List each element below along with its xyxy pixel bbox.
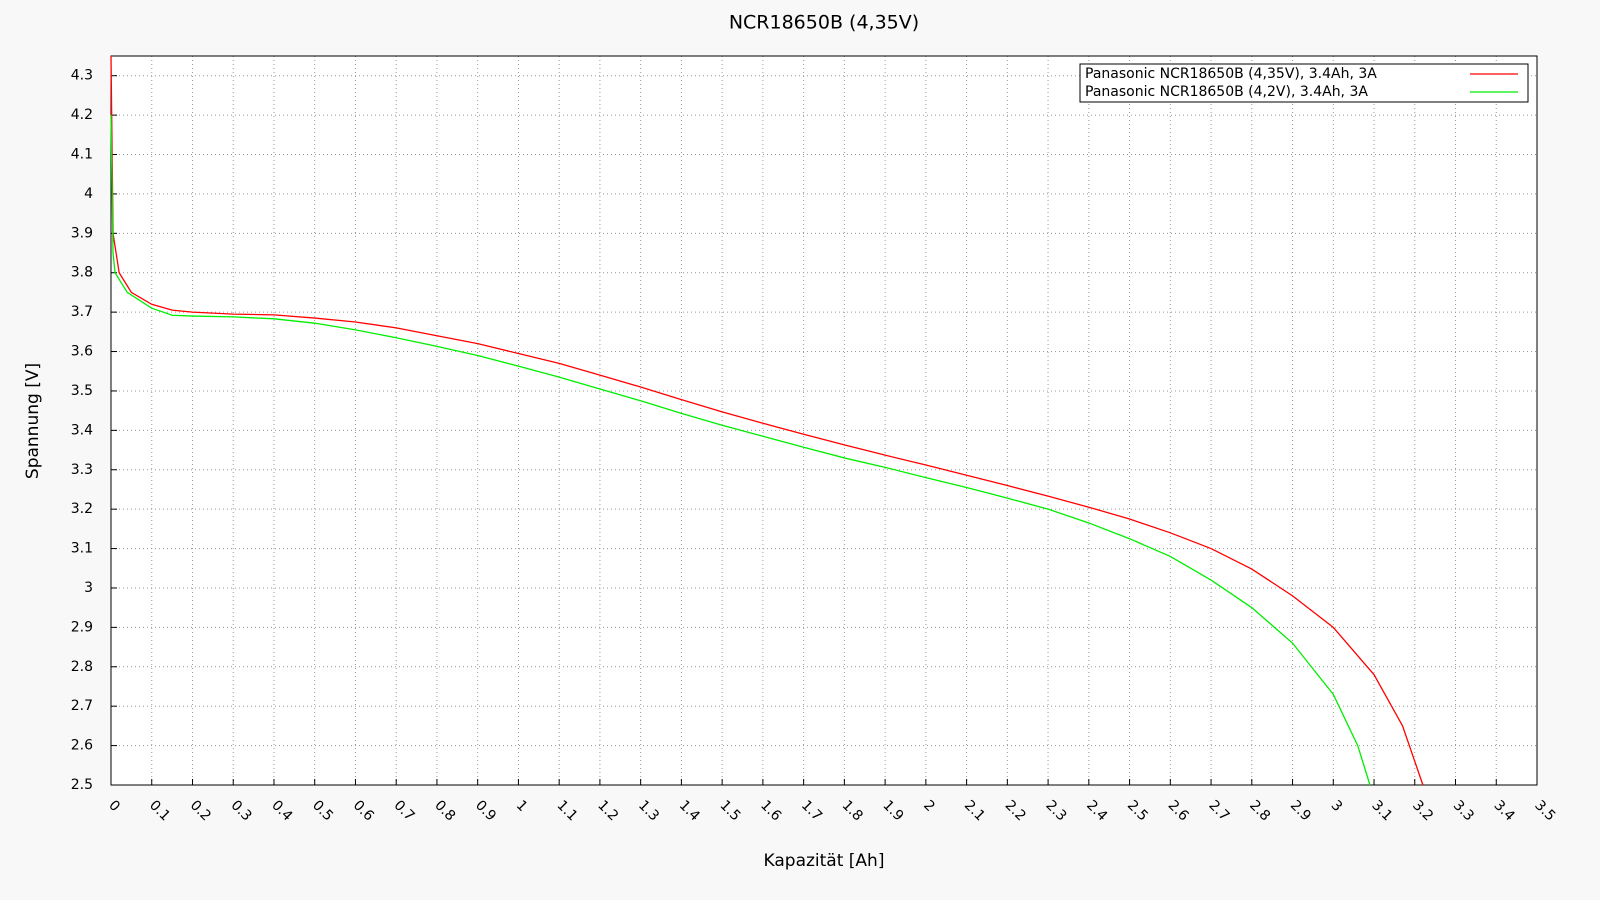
y-tick-label: 3.4 [71, 422, 93, 438]
x-tick-label: 1.1 [554, 797, 581, 824]
legend-box [1079, 63, 1529, 103]
x-axis-label: Kapazität [Ah] [764, 851, 885, 871]
x-tick-label: 0.4 [268, 797, 295, 824]
y-tick-label: 3.3 [71, 462, 93, 478]
x-tick-label: 0.2 [187, 797, 214, 824]
x-tick-label: 0.7 [391, 797, 418, 824]
x-tick-label: 1.7 [798, 797, 825, 824]
x-tick-label: 0.3 [228, 797, 255, 824]
x-tick-label: 2.9 [1287, 797, 1314, 824]
y-tick-label: 2.8 [71, 659, 93, 675]
legend-label: Panasonic NCR18650B (4,35V), 3.4Ah, 3A [1085, 66, 1377, 82]
series-line [110, 55, 1424, 786]
x-tick-label: 0.9 [472, 797, 499, 824]
x-tick-label: 3.5 [1531, 797, 1558, 824]
x-tick-label: 1.4 [676, 797, 703, 824]
y-tick-label: 3.8 [71, 265, 93, 281]
y-tick-label: 4.2 [71, 107, 93, 123]
x-tick-label: 3.3 [1450, 797, 1477, 824]
y-tick-label: 2.5 [71, 777, 93, 793]
x-tick-label: 2.5 [1124, 797, 1151, 824]
x-tick-label: 3 [1328, 797, 1346, 815]
y-tick-label: 3.2 [71, 501, 93, 517]
chart-title: NCR18650B (4,35V) [729, 12, 919, 34]
x-tick-label: 1.6 [757, 797, 784, 824]
y-tick-label: 4.1 [71, 147, 93, 163]
x-tick-label: 1.2 [594, 797, 621, 824]
y-tick-label: 3 [84, 580, 93, 596]
y-tick-label: 3.5 [71, 383, 93, 399]
plot-area [111, 56, 1537, 785]
y-tick-label: 4 [84, 186, 93, 202]
x-tick-label: 1.3 [635, 797, 662, 824]
y-axis-label: Spannung [V] [23, 363, 43, 479]
x-tick-label: 2.1 [961, 797, 988, 824]
plot-frame [110, 55, 1538, 786]
x-tick-label: 1.8 [839, 797, 866, 824]
x-tick-label: 2.4 [1083, 797, 1110, 824]
x-tick-label: 1.5 [716, 797, 743, 824]
x-tick-label: 0.6 [350, 797, 377, 824]
x-tick-label: 0.5 [309, 797, 336, 824]
x-tick-label: 2.2 [1002, 797, 1029, 824]
series-line [110, 115, 1371, 786]
y-tick-label: 3.6 [71, 344, 93, 360]
x-tick-label: 2.6 [1165, 797, 1192, 824]
y-tick-label: 3.9 [71, 225, 93, 241]
y-tick-label: 3.1 [71, 541, 93, 557]
x-tick-label: 2.8 [1246, 797, 1273, 824]
legend-label: Panasonic NCR18650B (4,2V), 3.4Ah, 3A [1085, 84, 1368, 100]
y-tick-label: 3.7 [71, 304, 93, 320]
x-tick-label: 0 [105, 797, 123, 815]
x-tick-label: 3.2 [1409, 797, 1436, 824]
x-tick-label: 2 [920, 797, 938, 815]
x-tick-label: 0.8 [431, 797, 458, 824]
x-tick-label: 3.4 [1491, 797, 1518, 824]
x-tick-label: 2.3 [1042, 797, 1069, 824]
x-tick-label: 0.1 [146, 797, 173, 824]
x-tick-label: 1.9 [879, 797, 906, 824]
y-tick-label: 2.9 [71, 619, 93, 635]
x-tick-label: 3.1 [1368, 797, 1395, 824]
y-tick-label: 2.7 [71, 698, 93, 714]
x-tick-label: 2.7 [1205, 797, 1232, 824]
y-tick-label: 2.6 [71, 738, 93, 754]
x-tick-label: 1 [513, 797, 531, 815]
y-tick-label: 4.3 [71, 68, 93, 84]
